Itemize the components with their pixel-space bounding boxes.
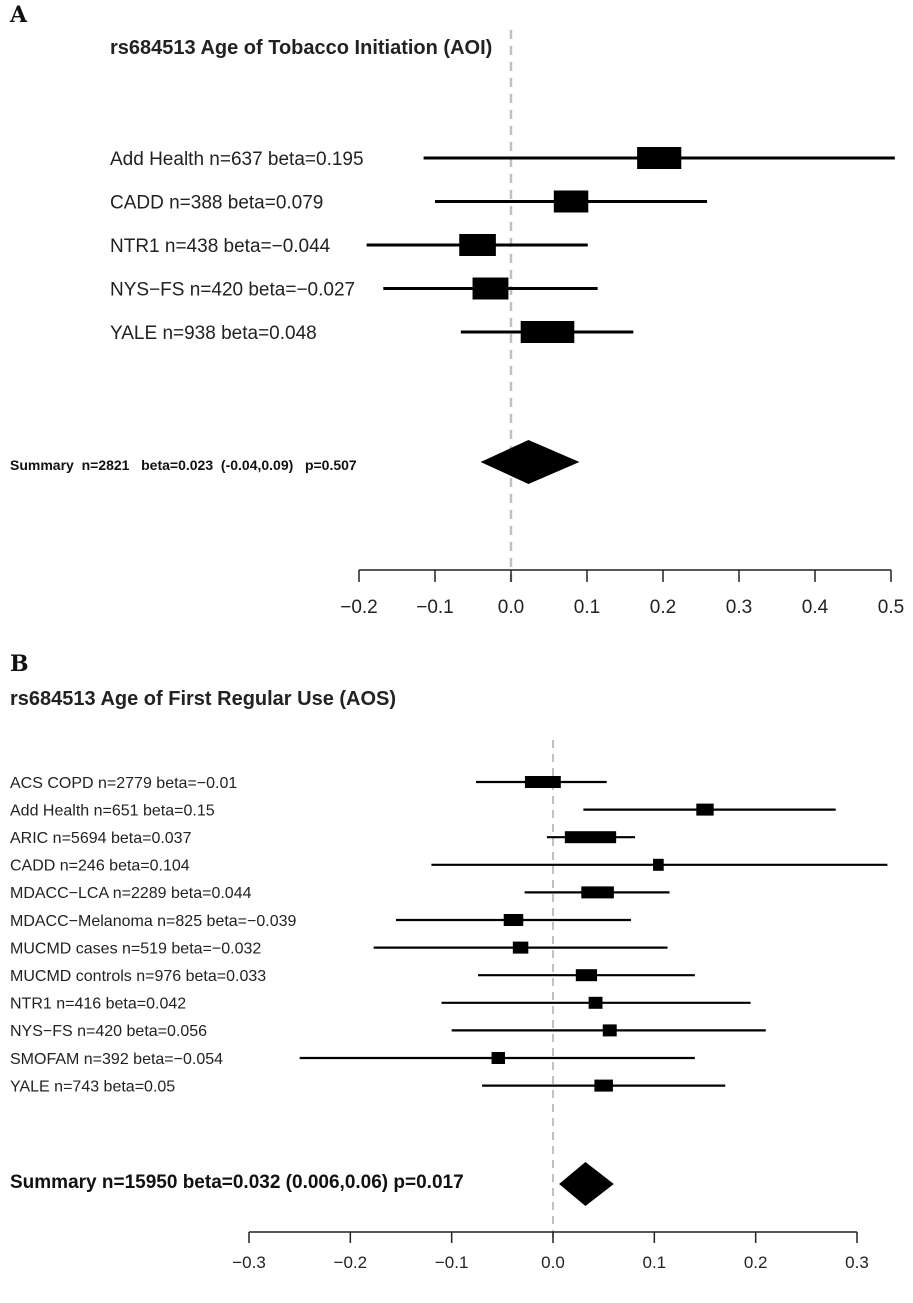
panel-b-summary-diamond [559, 1162, 614, 1206]
panel-a-tick-label: 0.0 [498, 597, 524, 618]
panel-b-study-label: MUCMD controls n=976 beta=0.033 [10, 968, 266, 985]
panel-a-tick-label: 0.5 [878, 597, 904, 618]
panel-a-study-row: YALE n=938 beta=0.048 [110, 321, 634, 344]
panel-a-tick-label: 0.4 [802, 597, 829, 618]
panel-a-x-axis: −0.2 −0.1 0.0 0.1 0.2 0.3 0.4 0.5 [340, 569, 904, 618]
panel-b-estimate-box [524, 776, 561, 788]
panel-b-estimate-box [564, 831, 617, 844]
panel-b-letter: B [10, 651, 29, 677]
panel-b-study-row: NTR1 n=416 beta=0.042 [10, 996, 751, 1013]
panel-b-study-row: MDACC−Melanoma n=825 beta=−0.039 [10, 913, 632, 930]
panel-a-tick-label: −0.1 [416, 597, 454, 618]
panel-b-tick-label: 0.2 [744, 1253, 768, 1272]
panel-b-study-label: CADD n=246 beta=0.104 [10, 858, 190, 875]
panel-a-tick-label: 0.3 [726, 597, 752, 618]
panel-b-study-label: MUCMD cases n=519 beta=−0.032 [10, 940, 261, 957]
panel-a-estimate-box [472, 277, 509, 300]
panel-b-estimate-box [696, 803, 714, 816]
panel-b-tick-label: −0.3 [232, 1253, 266, 1272]
panel-a-study-label: YALE n=938 beta=0.048 [110, 323, 317, 344]
panel-a-letter: A [9, 2, 28, 28]
panel-b-title: rs684513 Age of First Regular Use (AOS) [10, 688, 396, 710]
panel-b-study-row: MDACC−LCA n=2289 beta=0.044 [10, 885, 670, 902]
panel-b-estimate-box [588, 996, 603, 1009]
panel-a-study-label: Add Health n=637 beta=0.195 [110, 149, 364, 170]
panel-a-tick-label: 0.2 [650, 597, 676, 618]
panel-b-study-row: ACS COPD n=2779 beta=−0.01 [10, 775, 607, 792]
panel-b-study-row: ARIC n=5694 beta=0.037 [10, 830, 636, 847]
panel-a-studies: Add Health n=637 beta=0.195 CADD n=388 be… [110, 147, 895, 344]
panel-a-study-row: NTR1 n=438 beta=−0.044 [110, 234, 588, 257]
panel-b-study-label: Add Health n=651 beta=0.15 [10, 802, 215, 819]
panel-b-estimate-box [594, 1079, 613, 1092]
panel-b-x-axis: −0.3 −0.2 −0.1 0.0 0.1 0.2 0.3 [232, 1231, 869, 1272]
panel-b-study-row: NYS−FS n=420 beta=0.056 [10, 1023, 766, 1040]
panel-a-study-row: CADD n=388 beta=0.079 [110, 190, 708, 213]
panel-b-tick-label: 0.3 [845, 1253, 869, 1272]
panel-b-studies: ACS COPD n=2779 beta=−0.01 Add Health n=6… [10, 775, 888, 1095]
panel-b-study-label: ARIC n=5694 beta=0.037 [10, 830, 192, 847]
panel-b-study-label: NYS−FS n=420 beta=0.056 [10, 1023, 207, 1040]
panel-b-study-row: YALE n=743 beta=0.05 [10, 1078, 726, 1095]
panel-b-summary-label: Summary n=15950 beta=0.032 (0.006,0.06) … [10, 1172, 464, 1193]
panel-b-estimate-box [491, 1052, 506, 1064]
panel-b-estimate-box [575, 969, 598, 982]
panel-b-study-label: MDACC−LCA n=2289 beta=0.044 [10, 885, 252, 902]
panel-b-estimate-box [653, 858, 664, 871]
panel-b-tick-label: −0.2 [334, 1253, 368, 1272]
panel-a-tick-label: 0.1 [574, 597, 600, 618]
panel-a: A rs684513 Age of Tobacco Initiation (AO… [9, 2, 904, 618]
panel-b-tick-label: −0.1 [435, 1253, 469, 1272]
panel-a-summary-diamond [480, 440, 580, 484]
panel-b-estimate-box [503, 914, 524, 926]
panel-b-estimate-box [581, 886, 614, 899]
panel-b-study-label: SMOFAM n=392 beta=−0.054 [10, 1051, 223, 1068]
panel-b-study-label: NTR1 n=416 beta=0.042 [10, 996, 186, 1013]
panel-b: B rs684513 Age of First Regular Use (AOS… [10, 651, 888, 1272]
panel-b-study-row: SMOFAM n=392 beta=−0.054 [10, 1051, 695, 1068]
panel-a-study-label: CADD n=388 beta=0.079 [110, 192, 323, 213]
panel-a-summary-label: Summary n=2821 beta=0.023 (-0.04,0.09) p… [10, 457, 357, 473]
panel-a-study-row: NYS−FS n=420 beta=−0.027 [110, 277, 598, 300]
panel-b-study-label: ACS COPD n=2779 beta=−0.01 [10, 775, 237, 792]
panel-b-tick-label: 0.1 [643, 1253, 667, 1272]
panel-b-estimate-box [512, 941, 529, 954]
panel-a-study-label: NYS−FS n=420 beta=−0.027 [110, 279, 355, 300]
panel-b-study-label: MDACC−Melanoma n=825 beta=−0.039 [10, 913, 297, 930]
panel-b-study-row: Add Health n=651 beta=0.15 [10, 802, 836, 819]
panel-b-study-row: MUCMD cases n=519 beta=−0.032 [10, 940, 668, 957]
panel-b-tick-label: 0.0 [541, 1253, 565, 1272]
panel-b-study-row: CADD n=246 beta=0.104 [10, 858, 888, 875]
panel-b-study-label: YALE n=743 beta=0.05 [10, 1078, 175, 1095]
panel-a-study-row: Add Health n=637 beta=0.195 [110, 147, 895, 170]
panel-a-study-label: NTR1 n=438 beta=−0.044 [110, 236, 331, 257]
panel-b-estimate-box [602, 1024, 617, 1037]
panel-a-estimate-box [459, 234, 496, 256]
panel-b-study-row: MUCMD controls n=976 beta=0.033 [10, 968, 695, 985]
panel-a-estimate-box [520, 321, 575, 343]
panel-a-estimate-box [553, 190, 589, 213]
panel-a-title: rs684513 Age of Tobacco Initiation (AOI) [110, 37, 492, 59]
panel-a-tick-label: −0.2 [340, 597, 378, 618]
panel-a-estimate-box [637, 147, 682, 169]
